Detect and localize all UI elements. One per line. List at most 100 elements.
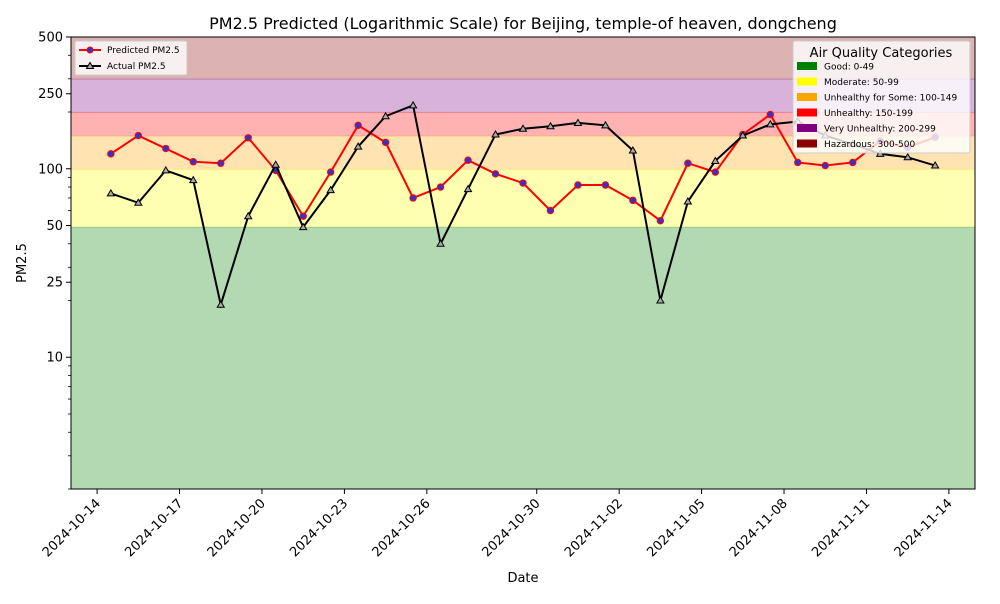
chart-title: PM2.5 Predicted (Logarithmic Scale) for …: [209, 14, 837, 33]
predicted-point: [244, 134, 252, 142]
aqi-band-1: [71, 169, 975, 228]
legend-predicted-marker: [86, 46, 94, 54]
category-label: Unhealthy: 150-199: [824, 109, 913, 119]
series-0: [107, 110, 939, 225]
actual-point: [765, 119, 775, 128]
actual-point: [656, 296, 665, 304]
predicted-point: [601, 181, 610, 189]
actual-point: [463, 184, 473, 193]
predicted-point: [134, 131, 143, 140]
predicted-point: [464, 156, 472, 164]
actual-point: [436, 239, 445, 247]
predicted-point: [519, 179, 527, 187]
predicted-point: [326, 168, 335, 176]
x-tick-label: 2024-10-20: [205, 496, 269, 560]
predicted-point: [794, 158, 802, 167]
x-tick-label: 2024-10-14: [40, 496, 104, 560]
predicted-point: [354, 121, 362, 130]
y-tick-label: 10: [46, 351, 63, 366]
predicted-point: [656, 217, 665, 225]
actual-point: [216, 300, 226, 308]
predicted-point: [574, 181, 582, 189]
actual-point: [683, 197, 693, 205]
actual-point: [326, 185, 336, 194]
actual-point: [738, 131, 748, 139]
actual-point: [188, 175, 198, 184]
legend-actual-label: Actual PM2.5: [107, 62, 166, 72]
predicted-point: [711, 168, 720, 176]
predicted-point: [107, 150, 115, 158]
y-tick-label: 25: [46, 276, 63, 291]
x-tick-label: 2024-11-05: [644, 496, 708, 560]
predicted-point: [299, 212, 307, 220]
x-tick-label: 2024-11-02: [562, 496, 626, 560]
x-tick-label: 2024-11-08: [727, 496, 791, 560]
x-tick-label: 2024-11-14: [892, 496, 956, 560]
series-legend-box: [74, 40, 188, 76]
x-axis-label: Date: [507, 571, 538, 586]
actual-point: [133, 198, 143, 206]
category-legend: Air Quality Categories Good: 0-49 Moderat…: [792, 40, 971, 154]
y-tick-label: 100: [38, 162, 63, 177]
legend-actual-marker: [85, 61, 95, 69]
actual-point: [546, 121, 555, 130]
y-tick-label: 250: [38, 87, 63, 102]
category-swatch: [797, 124, 817, 132]
y-tick-label: 500: [38, 31, 63, 46]
predicted-point: [684, 159, 692, 167]
category-swatch: [797, 139, 817, 148]
category-label: Very Unhealthy: 200-299: [824, 125, 936, 135]
predicted-point: [546, 206, 555, 215]
actual-point: [573, 118, 583, 126]
predicted-point: [491, 170, 500, 178]
legend-predicted-label: Predicted PM2.5: [107, 46, 180, 56]
category-legend-title: Air Quality Categories: [810, 46, 953, 61]
x-tick-label: 2024-10-26: [370, 496, 434, 560]
actual-point: [628, 145, 638, 154]
predicted-point: [766, 110, 774, 119]
x-tick-label: 2024-11-11: [809, 496, 873, 560]
actual-point: [601, 120, 610, 129]
series-legend: Predicted PM2.5 Actual PM2.5: [74, 40, 188, 76]
category-swatch: [797, 62, 817, 70]
actual-point: [243, 211, 253, 220]
actual-point: [106, 188, 116, 197]
category-label: Unhealthy for Some: 100-149: [824, 94, 957, 104]
category-legend-box: [792, 40, 971, 154]
category-swatch: [797, 93, 817, 101]
predicted-point: [217, 159, 225, 167]
actual-point: [161, 165, 171, 174]
y-tick-label: 50: [46, 219, 63, 234]
actual-point: [518, 124, 528, 132]
category-label: Hazardous: 300-500: [824, 140, 915, 150]
y-axis: 10 25 50 100 250 500: [38, 31, 71, 490]
actual-point: [353, 142, 363, 150]
actual-point: [381, 111, 390, 120]
actual-point: [930, 161, 940, 169]
actual-point: [710, 156, 720, 164]
actual-point: [408, 100, 418, 109]
predicted-point: [189, 157, 197, 166]
category-swatch: [797, 108, 817, 117]
category-label: Good: 0-49: [824, 63, 874, 73]
predicted-point: [409, 194, 417, 202]
x-axis: 2024-10-14 2024-10-17 2024-10-20 2024-10-23…: [40, 489, 956, 560]
actual-point: [271, 160, 281, 168]
predicted-point: [849, 158, 857, 167]
category-label: Moderate: 50-99: [824, 78, 899, 88]
actual-point: [903, 152, 913, 161]
predicted-point: [629, 196, 637, 205]
aqi-band-0: [71, 227, 975, 489]
plot-frame: [70, 36, 976, 490]
predicted-point: [381, 138, 390, 147]
x-tick-label: 2024-10-17: [122, 496, 186, 560]
actual-point: [298, 222, 308, 231]
x-tick-label: 2024-10-30: [480, 496, 544, 560]
category-legend-items: Good: 0-49 Moderate: 50-99 Unhealthy for S…: [797, 62, 957, 150]
category-swatch: [797, 77, 817, 86]
predicted-point: [436, 183, 445, 191]
actual-point: [491, 129, 500, 138]
predicted-point: [821, 161, 829, 170]
y-axis-label: PM2.5: [15, 243, 30, 283]
